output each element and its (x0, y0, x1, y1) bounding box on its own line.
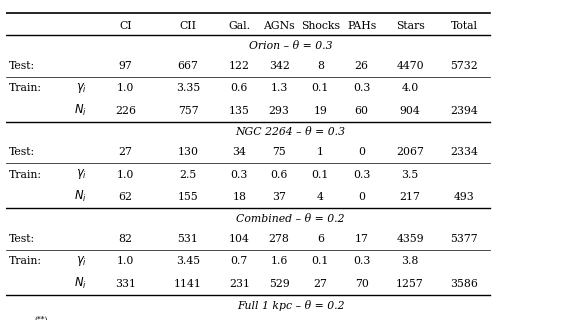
Text: 531: 531 (178, 234, 199, 244)
Text: Combined – θ = 0.2: Combined – θ = 0.2 (236, 214, 345, 224)
Text: 293: 293 (268, 106, 289, 116)
Text: 18: 18 (232, 192, 246, 203)
Text: 231: 231 (229, 279, 250, 289)
Text: 0.1: 0.1 (311, 256, 329, 267)
Text: 1.3: 1.3 (270, 83, 288, 93)
Text: 4.0: 4.0 (401, 83, 419, 93)
Text: 4359: 4359 (396, 234, 424, 244)
Text: 104: 104 (229, 234, 250, 244)
Text: 4: 4 (317, 192, 324, 203)
Text: CII: CII (180, 21, 196, 31)
Text: 3.8: 3.8 (401, 256, 419, 267)
Text: 75: 75 (272, 147, 286, 157)
Text: $N_i$: $N_i$ (74, 189, 87, 204)
Text: 2.5: 2.5 (180, 170, 196, 180)
Text: 6: 6 (317, 234, 324, 244)
Text: 757: 757 (178, 106, 198, 116)
Text: Total: Total (451, 21, 478, 31)
Text: 0.3: 0.3 (353, 170, 370, 180)
Text: 3586: 3586 (450, 279, 478, 289)
Text: 8: 8 (317, 61, 324, 71)
Text: 37: 37 (272, 192, 286, 203)
Text: 4470: 4470 (396, 61, 424, 71)
Text: 1.0: 1.0 (117, 83, 134, 93)
Text: 0.3: 0.3 (353, 83, 370, 93)
Text: 667: 667 (178, 61, 199, 71)
Text: 70: 70 (355, 279, 368, 289)
Text: 2067: 2067 (396, 147, 424, 157)
Text: Train:: Train: (9, 170, 42, 180)
Text: AGNs: AGNs (263, 21, 295, 31)
Text: 0.1: 0.1 (311, 170, 329, 180)
Text: 904: 904 (400, 106, 421, 116)
Text: Gal.: Gal. (228, 21, 250, 31)
Text: 3.45: 3.45 (176, 256, 200, 267)
Text: $N_i$: $N_i$ (74, 276, 87, 291)
Text: 493: 493 (454, 192, 475, 203)
Text: Test:: Test: (9, 61, 35, 71)
Text: 27: 27 (119, 147, 132, 157)
Text: 34: 34 (232, 147, 246, 157)
Text: 1.0: 1.0 (117, 256, 134, 267)
Text: 342: 342 (268, 61, 289, 71)
Text: 62: 62 (119, 192, 132, 203)
Text: 0: 0 (358, 147, 365, 157)
Text: 2394: 2394 (450, 106, 478, 116)
Text: 1.6: 1.6 (270, 256, 288, 267)
Text: 122: 122 (229, 61, 250, 71)
Text: 26: 26 (354, 61, 369, 71)
Text: Train:: Train: (9, 256, 42, 267)
Text: 278: 278 (268, 234, 289, 244)
Text: 82: 82 (119, 234, 132, 244)
Text: 2334: 2334 (450, 147, 478, 157)
Text: 155: 155 (178, 192, 198, 203)
Text: 17: 17 (355, 234, 368, 244)
Text: 130: 130 (178, 147, 199, 157)
Text: $N_i$: $N_i$ (74, 103, 87, 118)
Text: 3.5: 3.5 (401, 170, 419, 180)
Text: 0.3: 0.3 (353, 256, 370, 267)
Text: 0.7: 0.7 (231, 256, 248, 267)
Text: 5377: 5377 (450, 234, 478, 244)
Text: 0.6: 0.6 (231, 83, 248, 93)
Text: $\gamma_i$: $\gamma_i$ (76, 167, 87, 181)
Text: Train:: Train: (9, 83, 42, 93)
Text: Full 1 kpc – θ = 0.2: Full 1 kpc – θ = 0.2 (236, 300, 345, 311)
Text: 1141: 1141 (174, 279, 202, 289)
Text: NGC 2264 – θ = 0.3: NGC 2264 – θ = 0.3 (235, 127, 346, 137)
Text: 19: 19 (314, 106, 327, 116)
Text: 135: 135 (229, 106, 250, 116)
Text: Stars: Stars (396, 21, 425, 31)
Text: CI: CI (119, 21, 132, 31)
Text: 0.3: 0.3 (231, 170, 248, 180)
Text: 0.6: 0.6 (270, 170, 288, 180)
Text: 529: 529 (269, 279, 289, 289)
Text: 97: 97 (119, 61, 132, 71)
Text: 217: 217 (400, 192, 421, 203)
Text: 0.1: 0.1 (311, 83, 329, 93)
Text: 1257: 1257 (396, 279, 424, 289)
Text: 5732: 5732 (450, 61, 478, 71)
Text: 60: 60 (354, 106, 369, 116)
Text: Test:: Test: (9, 147, 35, 157)
Text: Test:: Test: (9, 234, 35, 244)
Text: 1.0: 1.0 (117, 170, 134, 180)
Text: 3.35: 3.35 (176, 83, 200, 93)
Text: $\gamma_i$: $\gamma_i$ (76, 254, 87, 268)
Text: 27: 27 (314, 279, 327, 289)
Text: 331: 331 (115, 279, 136, 289)
Text: 0: 0 (358, 192, 365, 203)
Text: PAHs: PAHs (347, 21, 376, 31)
Text: 226: 226 (115, 106, 136, 116)
Text: Orion – θ = 0.3: Orion – θ = 0.3 (249, 41, 332, 51)
Text: 1: 1 (317, 147, 324, 157)
Text: Shocks: Shocks (301, 21, 340, 31)
Text: $\gamma_i$: $\gamma_i$ (76, 81, 87, 95)
Text: (**): (**) (35, 316, 48, 320)
